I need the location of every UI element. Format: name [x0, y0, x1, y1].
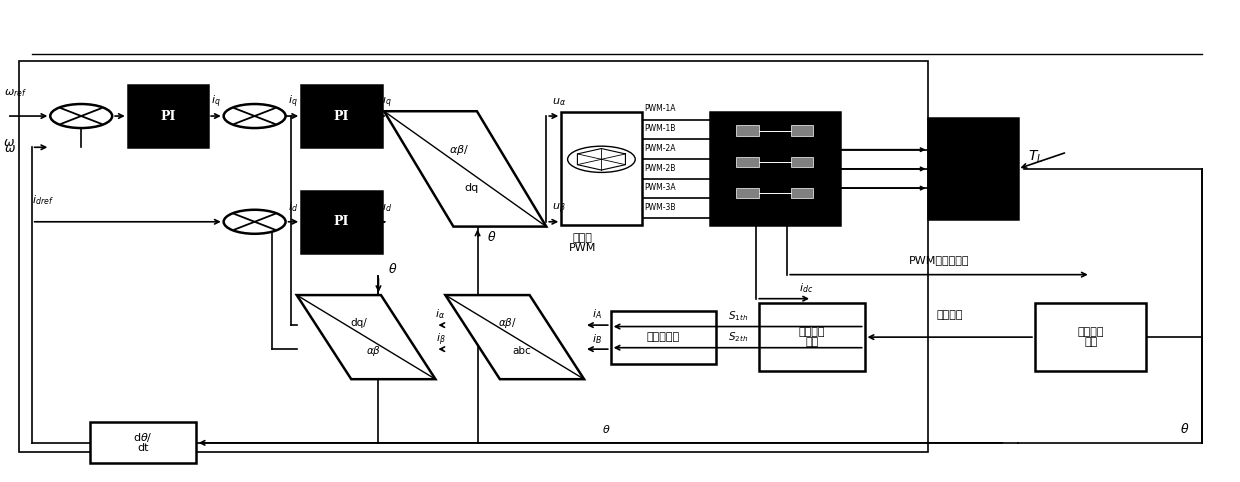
Text: $S_{2th}$: $S_{2th}$ [728, 331, 748, 344]
Circle shape [223, 104, 285, 128]
Bar [791, 157, 813, 167]
Text: 非对称: 非对称 [573, 233, 593, 242]
Text: dq: dq [464, 183, 479, 193]
Text: $\theta$: $\theta$ [603, 423, 611, 435]
Bar [91, 422, 196, 463]
Text: dq/: dq/ [350, 318, 367, 328]
Text: $\theta$: $\theta$ [1180, 422, 1189, 436]
Text: 采样: 采样 [805, 337, 818, 348]
Text: $\theta$: $\theta$ [388, 262, 398, 277]
Text: $i_{dref}$: $i_{dref}$ [32, 194, 53, 207]
Circle shape [568, 146, 635, 173]
Bar [791, 125, 813, 136]
Polygon shape [384, 111, 547, 227]
Text: PWM-2B: PWM-2B [644, 163, 676, 173]
Text: $u_q$: $u_q$ [378, 95, 392, 110]
Text: $i_B$: $i_B$ [593, 332, 603, 346]
Text: $S_{1th}$: $S_{1th}$ [728, 309, 748, 322]
Text: PWM-2A: PWM-2A [644, 144, 676, 153]
Bar [737, 188, 759, 199]
Circle shape [223, 210, 285, 234]
Bar [562, 112, 641, 226]
Text: $\alpha\beta$: $\alpha\beta$ [366, 344, 381, 358]
Text: $i_d$: $i_d$ [288, 200, 299, 214]
Text: $u_\beta$: $u_\beta$ [553, 201, 567, 215]
Bar [929, 119, 1018, 219]
Text: 计算: 计算 [1084, 337, 1097, 348]
Text: PI: PI [334, 215, 348, 228]
Bar [791, 188, 813, 199]
Text: $\omega$: $\omega$ [4, 136, 15, 149]
Text: 采样脉冲: 采样脉冲 [936, 310, 963, 320]
Text: $\omega$: $\omega$ [5, 142, 16, 155]
Text: $i_\beta$: $i_\beta$ [435, 331, 445, 348]
Polygon shape [445, 295, 584, 379]
Bar [301, 190, 382, 253]
Text: $i_\alpha$: $i_\alpha$ [435, 307, 445, 321]
Text: 相电流重构: 相电流重构 [647, 332, 680, 342]
Text: PWM-3B: PWM-3B [644, 203, 676, 212]
Text: $T_L$: $T_L$ [1028, 148, 1043, 165]
Bar [128, 85, 208, 147]
Circle shape [51, 104, 112, 128]
Bar [737, 125, 759, 136]
Text: PWM-1A: PWM-1A [644, 105, 676, 113]
Bar [20, 61, 929, 453]
Text: PWM-1B: PWM-1B [644, 124, 676, 133]
Text: $i_q$: $i_q$ [289, 94, 298, 110]
Text: d$\theta/$: d$\theta/$ [134, 431, 153, 444]
Bar [737, 157, 759, 167]
Text: $u_d$: $u_d$ [378, 202, 392, 214]
Bar [1035, 304, 1147, 371]
Text: $i_A$: $i_A$ [593, 307, 603, 321]
Bar [759, 304, 864, 371]
Bar [611, 311, 715, 363]
Text: $u_\alpha$: $u_\alpha$ [553, 96, 567, 108]
Text: PI: PI [334, 109, 348, 122]
Text: PI: PI [160, 109, 176, 122]
Text: 采样时刻: 采样时刻 [1078, 327, 1104, 337]
Bar [301, 85, 382, 147]
Text: $i_{dc}$: $i_{dc}$ [799, 281, 813, 295]
Text: PWM-3A: PWM-3A [644, 183, 676, 192]
Bar [709, 112, 839, 226]
Text: abc: abc [513, 346, 532, 356]
Text: PWM上升沿时刻: PWM上升沿时刻 [909, 254, 970, 265]
Text: $i_q$: $i_q$ [211, 94, 221, 110]
Text: $\omega_{ref}$: $\omega_{ref}$ [5, 87, 27, 99]
Polygon shape [296, 295, 435, 379]
Text: $\alpha\beta/$: $\alpha\beta/$ [497, 316, 517, 330]
Text: $\alpha\beta/$: $\alpha\beta/$ [449, 143, 470, 157]
Text: PWM: PWM [569, 242, 596, 253]
Text: dt: dt [138, 443, 149, 453]
Text: $\theta$: $\theta$ [487, 230, 497, 244]
Text: 直流母线: 直流母线 [799, 327, 826, 337]
